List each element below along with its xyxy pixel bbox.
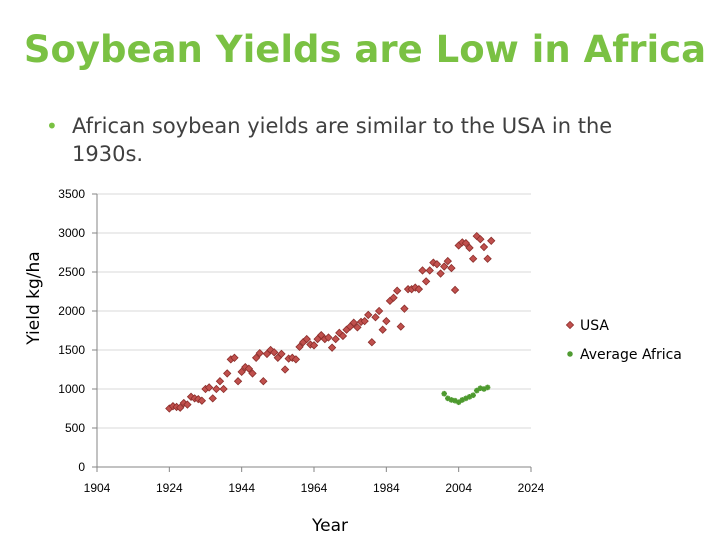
usa-data-point (244, 364, 254, 373)
usa-data-point (371, 313, 380, 322)
x-tick-label: 1904 (84, 481, 111, 495)
usa-data-point (212, 384, 221, 394)
africa-data-point (470, 392, 476, 399)
usa-data-point (378, 325, 387, 334)
usa-data-point (237, 367, 246, 377)
usa-data-point (331, 334, 340, 344)
usa-data-point (204, 383, 214, 392)
x-tick-label: 1964 (301, 481, 328, 495)
usa-data-point (382, 316, 391, 326)
usa-data-point (270, 348, 279, 357)
y-axis-title: Yield kg/ha (24, 251, 44, 345)
usa-data-point (230, 353, 239, 362)
usa-data-point (291, 355, 301, 364)
usa-data-point (327, 343, 337, 352)
usa-data-point (251, 353, 261, 362)
usa-data-point (255, 348, 264, 358)
usa-data-point (360, 316, 369, 326)
chart-legend: USA Average Africa (565, 318, 682, 363)
legend-usa-marker (565, 320, 575, 330)
usa-data-point (215, 377, 225, 386)
usa-data-point (479, 242, 489, 252)
usa-data-point (223, 369, 232, 378)
y-tick-label: 2500 (58, 265, 85, 279)
usa-data-point (374, 306, 384, 316)
usa-data-point (233, 377, 243, 386)
africa-data-point (441, 390, 447, 397)
usa-data-point (324, 333, 333, 342)
usa-data-point (248, 369, 257, 378)
usa-data-point (483, 254, 492, 263)
usa-data-point (396, 322, 405, 331)
usa-data-point (461, 238, 471, 248)
usa-data-point (393, 286, 402, 295)
usa-data-point (302, 334, 311, 344)
usa-data-point (280, 365, 290, 374)
usa-data-point (259, 377, 268, 386)
usa-data-point (450, 285, 460, 295)
bullet-point: • African soybean yields are similar to … (46, 112, 686, 168)
usa-data-point (295, 342, 304, 352)
usa-data-point (309, 341, 319, 350)
usa-data-point (389, 293, 398, 302)
africa-data-point (455, 399, 462, 406)
usa-data-point (421, 277, 431, 286)
africa-data-point (484, 384, 491, 391)
usa-data-point (432, 260, 442, 269)
usa-data-point (183, 400, 192, 409)
y-tick-labels: 0 500 1000 1500 2000 2500 3000 3500 (58, 187, 85, 474)
x-tick-label: 1984 (373, 481, 400, 495)
y-tick-label: 2000 (58, 304, 85, 318)
usa-data-point (197, 396, 207, 405)
usa-data-point (364, 310, 373, 320)
bullet-dot-icon: • (46, 114, 58, 138)
y-tick-label: 500 (65, 421, 85, 435)
x-tick-label: 1924 (156, 481, 183, 495)
usa-data-point (468, 254, 478, 263)
chart-axes (92, 193, 532, 472)
usa-data-point (436, 269, 445, 278)
y-tick-label: 3000 (58, 226, 85, 240)
usa-data-point (476, 235, 485, 244)
usa-data-point (425, 266, 434, 275)
usa-data-point (418, 266, 427, 275)
usa-data-point (443, 256, 452, 266)
y-tick-label: 1500 (58, 343, 85, 357)
usa-data-point (447, 263, 456, 273)
usa-data-point (208, 394, 217, 403)
y-tick-label: 0 (78, 460, 85, 474)
usa-data-point (487, 236, 496, 245)
x-tick-labels: 1904 1924 1944 1964 1984 2004 2024 (84, 481, 545, 495)
y-tick-label: 1000 (58, 382, 85, 396)
usa-data-point (176, 403, 185, 412)
usa-data-point (400, 304, 409, 313)
usa-data-point (440, 262, 449, 271)
x-tick-label: 1944 (228, 481, 255, 495)
slide-title: Soybean Yields are Low in Africa (23, 28, 707, 71)
gridlines (97, 193, 531, 429)
data-points (165, 231, 496, 413)
usa-data-point (349, 318, 358, 327)
usa-data-point (277, 349, 286, 359)
legend-label: Average Africa (580, 347, 682, 363)
x-axis-title: Year (311, 516, 348, 536)
legend-label: USA (580, 318, 609, 334)
usa-data-point (414, 284, 424, 294)
y-tick-label: 3500 (58, 187, 85, 201)
usa-data-point (338, 331, 348, 341)
usa-data-point (353, 323, 362, 332)
usa-data-point (367, 338, 377, 347)
usa-data-point (219, 384, 228, 394)
africa-data-point (473, 387, 480, 394)
bullet-text: African soybean yields are similar to th… (72, 114, 613, 166)
legend-africa-marker (567, 351, 573, 357)
x-tick-label: 2024 (518, 481, 545, 495)
usa-data-point (465, 243, 474, 252)
x-tick-label: 2004 (445, 481, 472, 495)
